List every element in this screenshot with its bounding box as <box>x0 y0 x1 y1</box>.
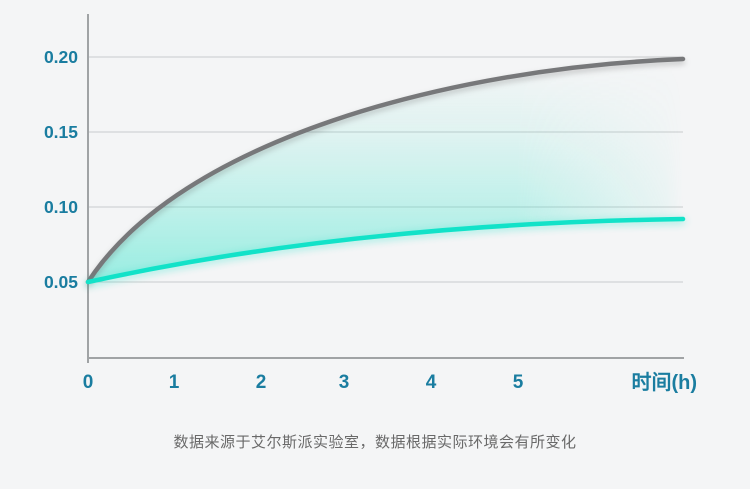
teal-series-line <box>85 216 686 285</box>
y-tick-label-0-05: 0.05 <box>44 272 78 292</box>
x-tick-label-5: 5 <box>513 372 524 393</box>
line-chart: 0.05 0.10 0.15 0.20 0 1 2 3 4 5 时间(h) <box>44 14 697 394</box>
y-tick-label-0-20: 0.20 <box>44 47 78 67</box>
data-source-caption: 数据来源于艾尔斯派实验室，数据根据实际环境会有所变化 <box>173 434 577 451</box>
x-axis-title: 时间(h) <box>631 371 697 394</box>
x-tick-label-0: 0 <box>83 372 94 393</box>
area-fill-between-curves <box>88 59 683 282</box>
gray-series-line <box>85 56 686 285</box>
y-axis-tick-labels: 0.05 0.10 0.15 0.20 <box>44 47 78 292</box>
x-tick-label-4: 4 <box>426 372 437 393</box>
x-tick-label-1: 1 <box>169 372 180 393</box>
x-tick-label-3: 3 <box>339 372 350 393</box>
x-axis-tick-labels: 0 1 2 3 4 5 <box>83 372 524 393</box>
x-tick-label-2: 2 <box>256 372 267 393</box>
y-tick-label-0-10: 0.10 <box>44 197 78 217</box>
y-tick-label-0-15: 0.15 <box>44 122 78 142</box>
